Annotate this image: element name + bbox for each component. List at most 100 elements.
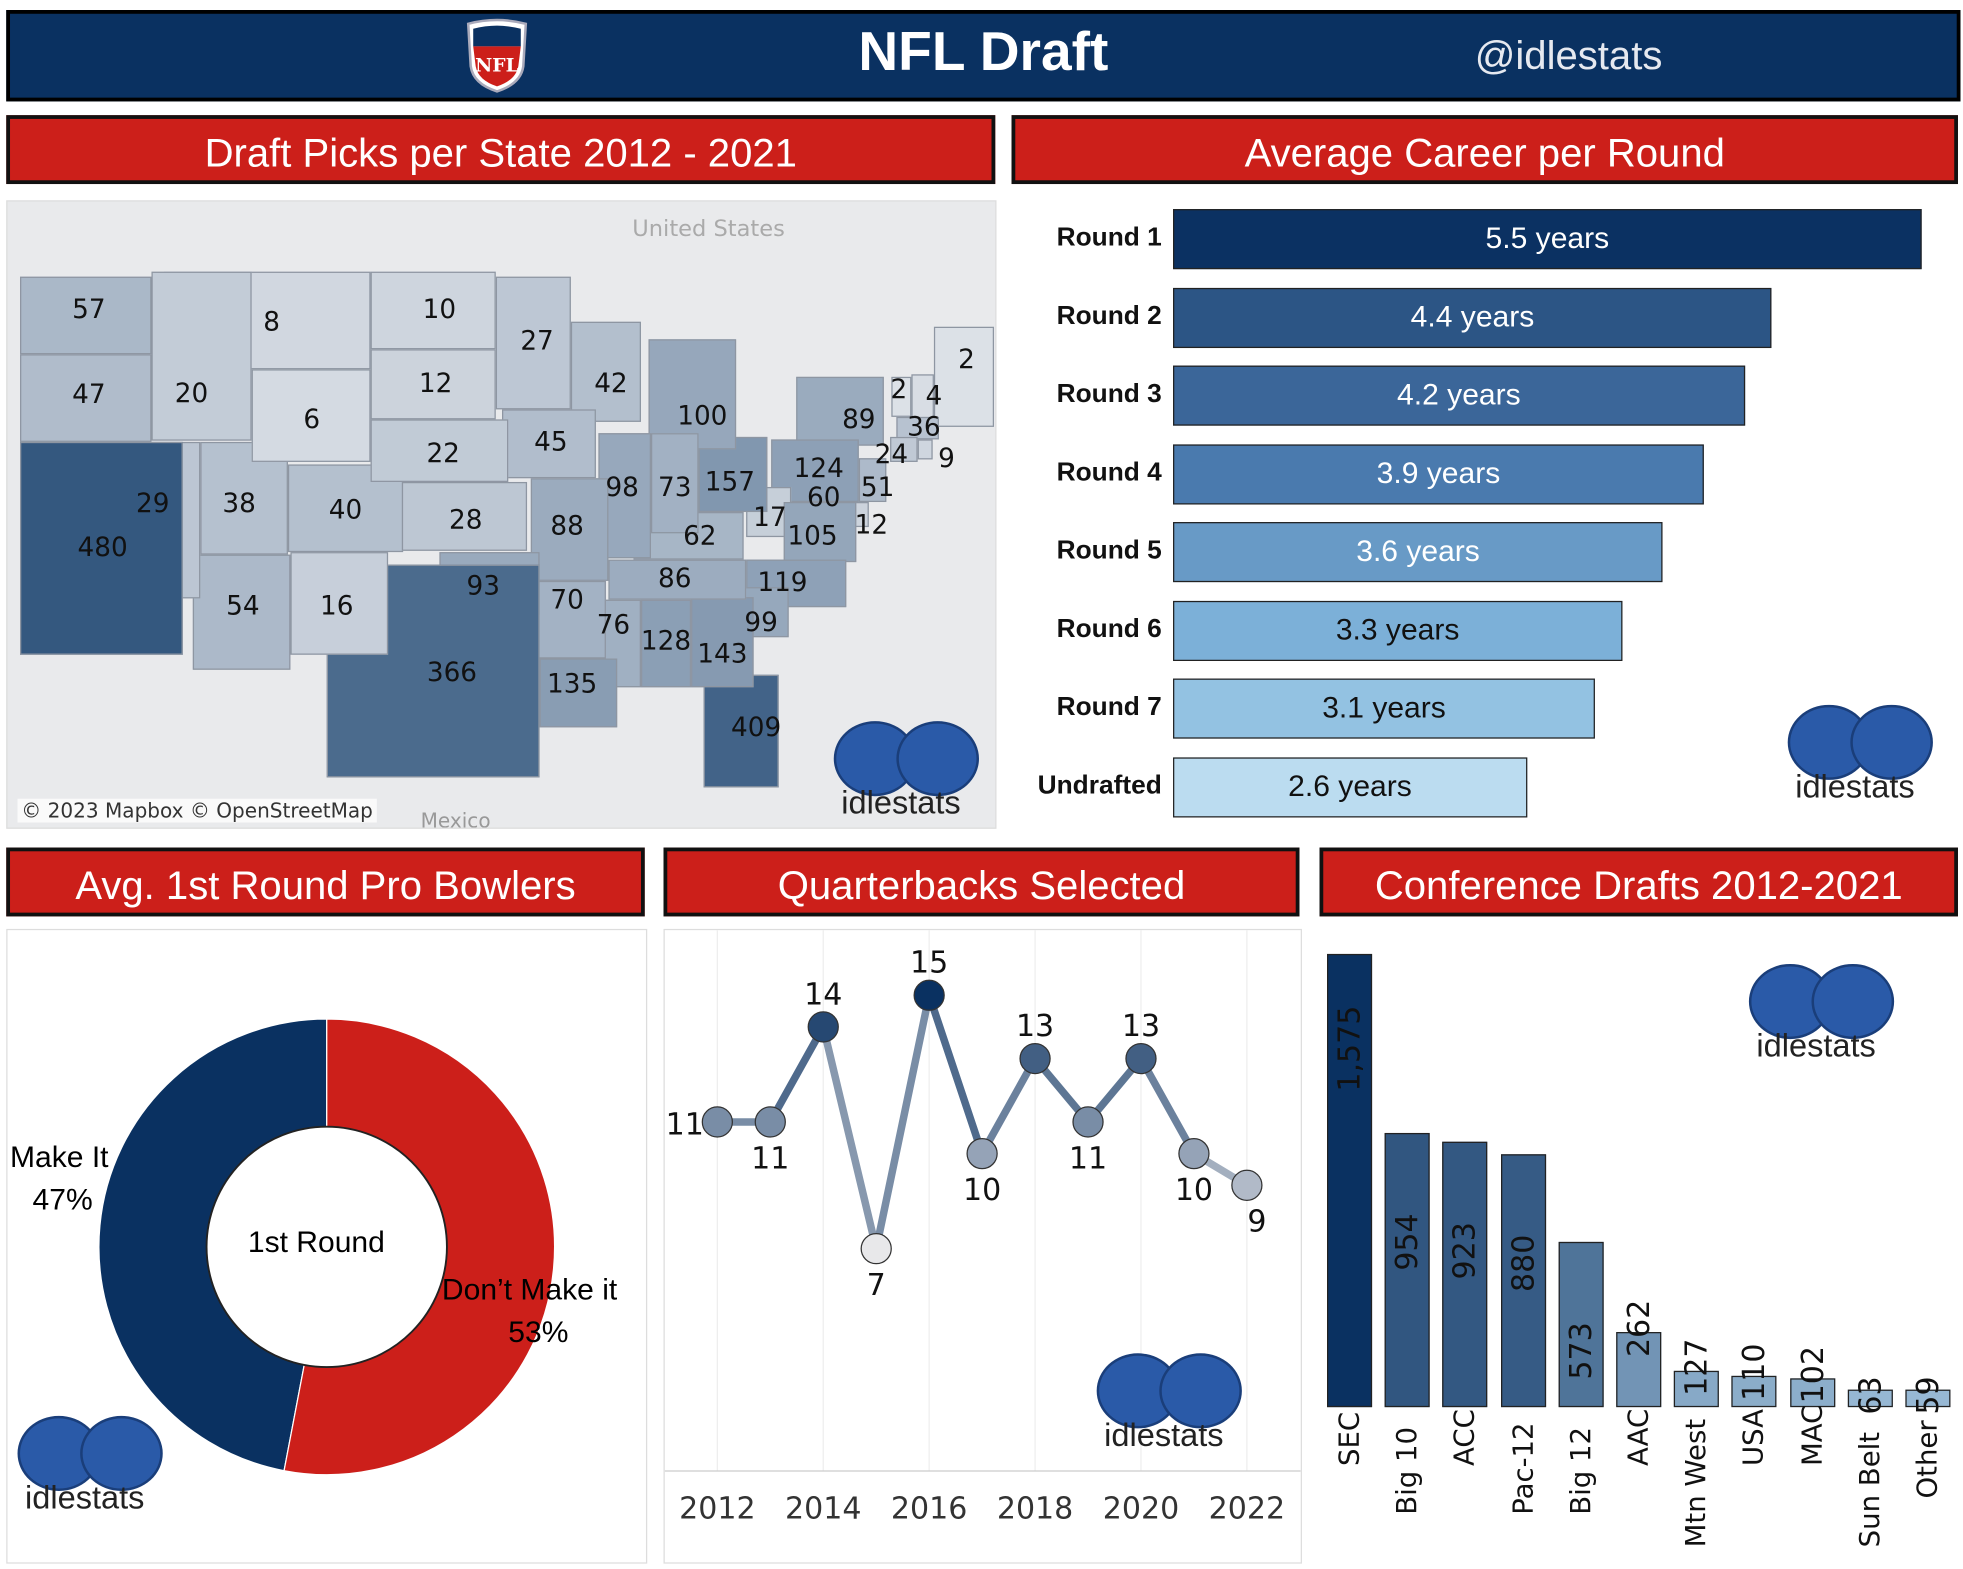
probowl-panel-title: Avg. 1st Round Pro Bowlers (6, 847, 645, 917)
state-region-in[interactable] (650, 433, 699, 534)
x-tick-label: 2022 (1209, 1492, 1285, 1527)
idlestats-watermark: idlestats (1787, 704, 1936, 808)
state-region-ar[interactable] (533, 580, 606, 659)
state-region-mn[interactable] (495, 276, 571, 410)
conference-bar[interactable] (1500, 1153, 1546, 1408)
state-region-ct[interactable] (890, 436, 918, 462)
state-region-ga[interactable] (691, 597, 754, 688)
state-region-ks[interactable] (401, 481, 528, 551)
bar-value-label: 63 (1852, 1375, 1888, 1415)
category-label: USA (1739, 1408, 1771, 1466)
career-bar[interactable]: 4.4 years (1173, 287, 1772, 348)
x-tick-label: 2012 (679, 1492, 755, 1527)
state-region-ut[interactable] (200, 441, 288, 555)
state-value-label: 135 (547, 668, 598, 699)
state-region-ri[interactable] (917, 439, 933, 460)
state-value-label: 157 (704, 466, 755, 498)
state-region-ma[interactable] (896, 416, 939, 440)
conference-bar[interactable] (1731, 1375, 1777, 1408)
state-region-ca[interactable] (20, 441, 183, 655)
idlestats-watermark: idlestats (833, 721, 982, 824)
data-point (860, 1232, 892, 1265)
career-bar[interactable]: 5.5 years (1173, 209, 1922, 270)
conference-bar[interactable] (1616, 1331, 1662, 1408)
data-label: 11 (666, 1107, 704, 1142)
round-label: Undrafted (1037, 770, 1162, 800)
state-value-label: 12 (418, 368, 453, 399)
state-region-id[interactable] (151, 271, 252, 441)
state-region-wi[interactable] (570, 321, 641, 422)
make-it-label: Make It (10, 1140, 109, 1175)
state-region-nd[interactable] (370, 271, 496, 350)
data-label: 11 (751, 1141, 789, 1176)
data-label: 13 (1122, 1009, 1160, 1044)
map-credit[interactable]: © 2023 Mapbox © OpenStreetMap (17, 798, 377, 823)
state-region-me[interactable] (933, 326, 995, 427)
category-label: SEC (1334, 1411, 1366, 1466)
conference-bar[interactable] (1847, 1389, 1893, 1408)
conference-bar[interactable] (1442, 1141, 1488, 1408)
career-bar[interactable]: 3.3 years (1173, 600, 1623, 661)
state-region-la[interactable] (539, 658, 618, 728)
state-region-mi[interactable] (648, 339, 737, 450)
state-region-or[interactable] (20, 354, 152, 442)
state-value-label: 2 (958, 344, 975, 375)
bar-value-label: 573 (1563, 1322, 1599, 1380)
state-region-tn[interactable] (608, 559, 747, 600)
state-region-mo[interactable] (530, 478, 609, 581)
state-region-ne[interactable] (370, 419, 509, 482)
state-region-vt[interactable] (891, 376, 912, 417)
state-value-label: 36 (907, 411, 941, 442)
data-label: 14 (804, 977, 842, 1012)
state-value-label: 38 (222, 488, 256, 519)
data-label: 11 (1069, 1141, 1107, 1176)
state-value-label: 9 (938, 443, 955, 474)
state-value-label: 88 (550, 510, 584, 541)
state-region-al[interactable] (640, 599, 692, 688)
conference-bar[interactable] (1674, 1370, 1720, 1408)
state-value-label: 119 (757, 567, 808, 598)
idlestats-watermark: idlestats (1096, 1353, 1245, 1456)
data-point (1072, 1106, 1104, 1138)
conference-bar[interactable] (1905, 1390, 1951, 1408)
state-region-fl[interactable] (703, 674, 779, 788)
data-point (913, 979, 945, 1011)
career-bar[interactable]: 2.6 years (1173, 756, 1527, 817)
state-region-co[interactable] (287, 464, 404, 553)
state-region-wy[interactable] (251, 369, 371, 462)
state-value-label: 20 (174, 378, 209, 409)
x-tick-label: 2020 (1103, 1492, 1179, 1527)
make-it-pct: 47% (32, 1183, 93, 1217)
state-choropleth-map[interactable]: United States © 2023 Mapbox © OpenStreet… (6, 200, 997, 829)
career-bar[interactable]: 4.2 years (1173, 365, 1745, 426)
nfl-shield-logo: NFL (466, 18, 528, 93)
twitter-handle[interactable]: @idlestats (1474, 32, 1663, 78)
state-region-nj[interactable] (858, 458, 887, 503)
state-region-sd[interactable] (370, 349, 496, 420)
career-bar[interactable]: 3.9 years (1173, 443, 1704, 504)
state-value-label: 89 (842, 404, 876, 435)
conference-bar[interactable] (1789, 1377, 1835, 1408)
conference-bar[interactable] (1384, 1132, 1430, 1408)
idlestats-watermark: idlestats (1748, 963, 1897, 1067)
state-value-label: 76 (596, 609, 631, 640)
bar-value-label: 102 (1794, 1345, 1830, 1403)
state-value-label: 128 (640, 625, 692, 656)
conf-panel-title: Conference Drafts 2012-2021 (1319, 847, 1958, 917)
qb-panel-title: Quarterbacks Selected (663, 847, 1300, 917)
career-bar[interactable]: 3.1 years (1173, 678, 1595, 739)
state-value-label: 124 (793, 453, 844, 484)
state-region-wa[interactable] (20, 276, 152, 355)
line-segment (872, 991, 933, 1253)
state-region-nm[interactable] (290, 552, 389, 655)
conference-bar[interactable] (1327, 953, 1373, 1408)
round-label: Round 6 (1056, 614, 1162, 643)
career-bar[interactable]: 3.6 years (1173, 522, 1664, 583)
state-value-label: 2 (890, 374, 908, 405)
state-value-label: 8 (263, 306, 281, 337)
data-label: 15 (910, 946, 948, 981)
state-region-az[interactable] (192, 554, 291, 670)
state-value-label: 51 (860, 471, 895, 503)
conference-bar[interactable] (1558, 1242, 1604, 1408)
bar-value-label: 1,575 (1332, 1005, 1368, 1092)
